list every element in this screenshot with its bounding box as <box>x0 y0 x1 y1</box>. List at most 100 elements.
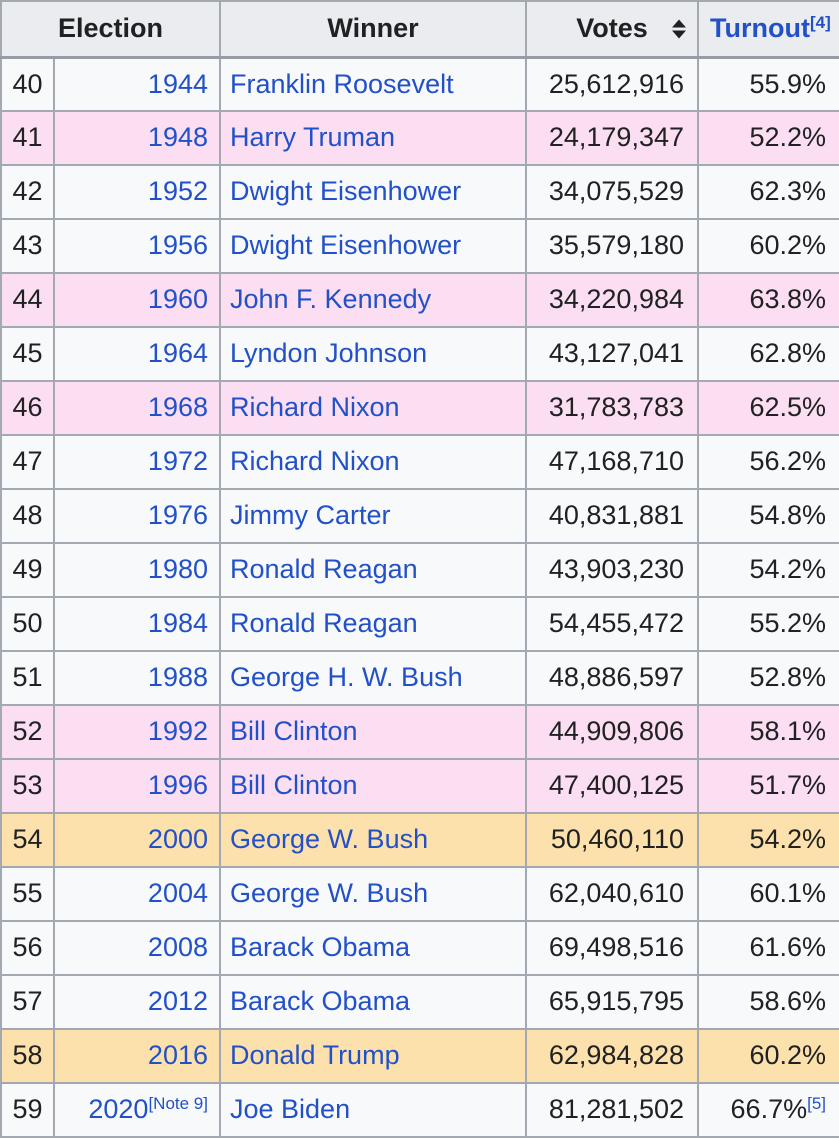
votes-cell: 43,903,230 <box>525 542 699 598</box>
year-link[interactable]: 1968 <box>147 392 208 423</box>
table-row: 58 2016 Donald Trump 62,984,828 60.2% <box>0 1028 839 1084</box>
election-number-cell: 53 <box>0 758 55 814</box>
votes-cell: 47,400,125 <box>525 758 699 814</box>
election-number-cell: 40 <box>0 56 55 112</box>
winner-link[interactable]: Franklin Roosevelt <box>230 68 454 99</box>
election-number-cell: 45 <box>0 326 55 382</box>
votes-cell: 34,220,984 <box>525 272 699 328</box>
winner-cell: Dwight Eisenhower <box>219 218 527 274</box>
election-column-header: Election <box>0 0 221 59</box>
election-year-cell: 1968 <box>53 380 221 436</box>
turnout-ref-link[interactable]: [5] <box>807 1094 826 1114</box>
election-number-cell: 41 <box>0 110 55 166</box>
votes-cell: 44,909,806 <box>525 704 699 760</box>
winner-link[interactable]: Ronald Reagan <box>230 554 418 585</box>
table-row: 40 1944 Franklin Roosevelt 25,612,916 55.9% <box>0 56 839 112</box>
votes-cell: 25,612,916 <box>525 56 699 112</box>
winner-link[interactable]: Harry Truman <box>230 122 396 153</box>
turnout-cell: 62.8% <box>697 326 839 382</box>
winner-link[interactable]: Dwight Eisenhower <box>230 230 462 261</box>
winner-cell: Richard Nixon <box>219 380 527 436</box>
election-number-cell: 51 <box>0 650 55 706</box>
year-link[interactable]: 1980 <box>147 554 208 585</box>
table-row: 45 1964 Lyndon Johnson 43,127,041 62.8% <box>0 326 839 382</box>
winner-link[interactable]: Donald Trump <box>230 1040 400 1071</box>
winner-link[interactable]: Barack Obama <box>230 932 411 963</box>
winner-link[interactable]: Ronald Reagan <box>230 608 418 639</box>
election-number-cell: 59 <box>0 1082 55 1138</box>
turnout-cell: 60.1% <box>697 866 839 922</box>
winner-link[interactable]: Jimmy Carter <box>230 500 391 531</box>
year-link[interactable]: 1984 <box>147 608 208 639</box>
year-link[interactable]: 2020 <box>88 1094 149 1125</box>
election-number-cell: 43 <box>0 218 55 274</box>
winner-link[interactable]: George W. Bush <box>230 878 429 909</box>
votes-cell: 50,460,110 <box>525 812 699 868</box>
year-link[interactable]: 1960 <box>147 284 208 315</box>
turnout-value: 52.8% <box>749 662 826 693</box>
turnout-value: 52.2% <box>749 122 826 153</box>
winner-link[interactable]: Richard Nixon <box>230 446 400 477</box>
winner-link[interactable]: John F. Kennedy <box>230 284 432 315</box>
winner-cell: Barack Obama <box>219 974 527 1030</box>
election-year-cell: 2004 <box>53 866 221 922</box>
winner-link[interactable]: Barack Obama <box>230 986 411 1017</box>
year-link[interactable]: 1972 <box>147 446 208 477</box>
election-number-cell: 42 <box>0 164 55 220</box>
year-link[interactable]: 1944 <box>147 68 208 99</box>
year-link[interactable]: 2016 <box>147 1040 208 1071</box>
table-row: 43 1956 Dwight Eisenhower 35,579,180 60.2% <box>0 218 839 274</box>
votes-header-label: Votes <box>576 13 648 44</box>
year-link[interactable]: 1988 <box>147 662 208 693</box>
table-row: 59 2020[Note 9] Joe Biden 81,281,502 66.7%[5… <box>0 1082 839 1138</box>
winner-cell: Joe Biden <box>219 1082 527 1138</box>
election-year-cell: 1984 <box>53 596 221 652</box>
winner-link[interactable]: Dwight Eisenhower <box>230 176 462 207</box>
turnout-cell: 55.9% <box>697 56 839 112</box>
year-link[interactable]: 1952 <box>147 176 208 207</box>
winner-link[interactable]: Lyndon Johnson <box>230 338 428 369</box>
winner-cell: Dwight Eisenhower <box>219 164 527 220</box>
turnout-value: 58.6% <box>749 986 826 1017</box>
turnout-value: 62.5% <box>749 392 826 423</box>
turnout-cell: 62.3% <box>697 164 839 220</box>
election-number-cell: 47 <box>0 434 55 490</box>
winner-link[interactable]: Bill Clinton <box>230 770 358 801</box>
election-year-cell: 1976 <box>53 488 221 544</box>
winner-link[interactable]: Richard Nixon <box>230 392 400 423</box>
winner-link[interactable]: George W. Bush <box>230 824 429 855</box>
election-number-cell: 54 <box>0 812 55 868</box>
year-link[interactable]: 2004 <box>147 878 208 909</box>
turnout-header-ref-link[interactable]: [4] <box>809 12 831 32</box>
turnout-cell: 60.2% <box>697 218 839 274</box>
year-link[interactable]: 2008 <box>147 932 208 963</box>
election-year-cell: 2012 <box>53 974 221 1030</box>
year-link[interactable]: 1964 <box>147 338 208 369</box>
election-year-cell: 2000 <box>53 812 221 868</box>
turnout-header-link[interactable]: Turnout <box>710 13 810 44</box>
election-number-cell: 56 <box>0 920 55 976</box>
turnout-value: 55.9% <box>749 68 826 99</box>
turnout-cell: 54.2% <box>697 542 839 598</box>
winner-cell: George W. Bush <box>219 866 527 922</box>
table-row: 55 2004 George W. Bush 62,040,610 60.1% <box>0 866 839 922</box>
turnout-cell: 55.2% <box>697 596 839 652</box>
year-link[interactable]: 1956 <box>147 230 208 261</box>
year-link[interactable]: 2000 <box>147 824 208 855</box>
year-link[interactable]: 1976 <box>147 500 208 531</box>
winner-link[interactable]: George H. W. Bush <box>230 662 463 693</box>
votes-column-header[interactable]: Votes <box>525 0 699 59</box>
year-link[interactable]: 2012 <box>147 986 208 1017</box>
table-row: 54 2000 George W. Bush 50,460,110 54.2% <box>0 812 839 868</box>
table-row: 48 1976 Jimmy Carter 40,831,881 54.8% <box>0 488 839 544</box>
year-link[interactable]: 1992 <box>147 716 208 747</box>
sort-both-icon[interactable] <box>672 19 686 39</box>
winner-link[interactable]: Joe Biden <box>230 1094 351 1125</box>
winner-link[interactable]: Bill Clinton <box>230 716 358 747</box>
year-link[interactable]: 1948 <box>147 122 208 153</box>
winner-cell: Bill Clinton <box>219 758 527 814</box>
year-note-link[interactable]: [Note 9] <box>148 1094 208 1114</box>
year-link[interactable]: 1996 <box>147 770 208 801</box>
election-year-cell: 2008 <box>53 920 221 976</box>
election-number-cell: 48 <box>0 488 55 544</box>
